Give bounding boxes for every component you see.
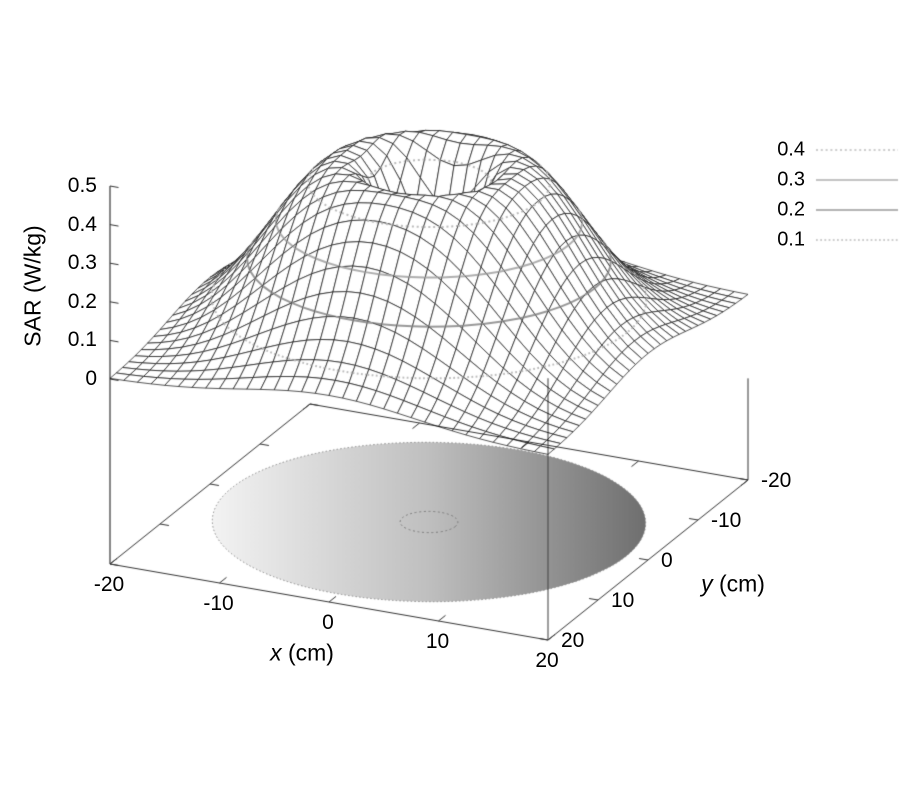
y-tick-label: -10 — [711, 509, 742, 532]
x-axis-unit: (cm) — [281, 639, 334, 666]
z-axis-label: SAR (W/kg) — [19, 225, 46, 347]
z-tick-label: 0 — [85, 367, 97, 390]
x-tick-label: 0 — [322, 611, 334, 634]
legend-entry-label: 0.4 — [777, 138, 805, 161]
legend-entry-label: 0.2 — [777, 198, 805, 221]
y-tick-label: 10 — [611, 589, 635, 612]
x-tick-label: -20 — [93, 573, 125, 596]
y-axis-variable: y — [701, 570, 713, 597]
x-axis-variable: x — [270, 639, 282, 666]
z-tick-label: 0.1 — [67, 328, 97, 352]
x-axis-label: x (cm) — [270, 640, 334, 667]
z-tick-label: 0.3 — [67, 251, 97, 275]
y-tick-label: -20 — [761, 469, 792, 492]
z-tick-label: 0.4 — [67, 212, 97, 236]
legend-entry-label: 0.3 — [777, 168, 805, 191]
z-tick-label: 0.2 — [67, 289, 97, 313]
x-tick-label: -10 — [203, 592, 234, 615]
y-tick-label: 20 — [561, 629, 585, 652]
legend-entry-label: 0.1 — [777, 228, 805, 251]
y-axis-label: y (cm) — [701, 571, 765, 598]
x-tick-label: 10 — [425, 630, 450, 653]
y-axis-unit: (cm) — [712, 570, 765, 597]
x-tick-label: 20 — [535, 649, 559, 672]
y-tick-label: 0 — [661, 549, 673, 572]
z-tick-label: 0.5 — [67, 174, 97, 197]
